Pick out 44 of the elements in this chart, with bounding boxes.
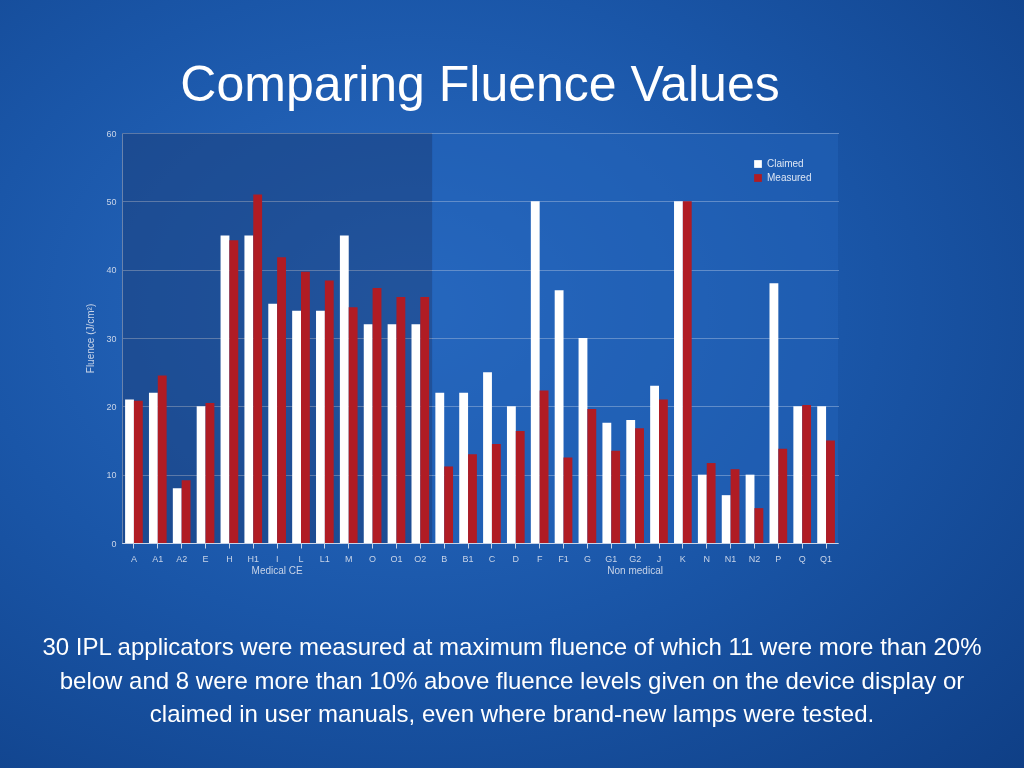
x-tick-label: P	[775, 553, 782, 564]
x-tick-label: M	[344, 553, 353, 564]
y-tick-label: 40	[106, 265, 117, 276]
x-tick-label: N	[703, 553, 710, 564]
legend-label: Measured	[767, 172, 812, 183]
legend-label: Claimed	[767, 158, 804, 169]
x-tick-label: O2	[414, 553, 427, 564]
x-tick-label: G1	[605, 553, 618, 564]
x-tick-label: Q	[798, 553, 806, 564]
band-label: Medical CE	[251, 565, 304, 576]
band-label: Non medical	[607, 565, 663, 576]
x-tick-label: A	[130, 553, 137, 564]
x-tick-label: H	[226, 553, 233, 564]
x-tick-label: D	[512, 553, 520, 564]
x-tick-label: J	[656, 553, 662, 564]
x-tick-label: L1	[319, 553, 330, 564]
y-tick-label: 10	[106, 470, 117, 481]
y-tick-label: 50	[106, 196, 117, 207]
x-tick-label: B1	[462, 553, 474, 564]
x-tick-label: K	[679, 553, 686, 564]
y-axis-title: Fluence (J/cm²)	[85, 303, 97, 374]
text: 30 IPL applicators were measured at maximum fluence of which 11 were more than 20% below and 8 were more than 10% above fluence levels given on the device display or claimed in user manuals, even where brand-new lamps were tested.	[41, 632, 983, 730]
y-tick-label: 30	[106, 333, 117, 344]
x-tick-label: F	[536, 553, 543, 564]
chart-title: Comparing Fluence Values	[180, 56, 780, 112]
x-tick-label: F1	[558, 553, 569, 564]
x-tick-label: L	[298, 553, 304, 564]
y-tick-label: 0	[111, 538, 117, 549]
y-tick-label: 20	[106, 401, 117, 412]
x-tick-label: A2	[176, 553, 188, 564]
x-tick-label: B	[441, 553, 448, 564]
x-tick-label: N1	[724, 553, 737, 564]
x-tick-label: O1	[390, 553, 403, 564]
x-tick-label: H1	[247, 553, 260, 564]
x-tick-label: E	[202, 553, 209, 564]
x-tick-label: N2	[748, 553, 761, 564]
x-tick-label: I	[275, 553, 279, 564]
x-tick-label: G	[583, 553, 591, 564]
x-tick-label: Q1	[820, 553, 833, 564]
x-tick-label: G2	[629, 553, 642, 564]
x-tick-label: O	[369, 553, 377, 564]
x-tick-label: C	[488, 553, 496, 564]
x-tick-label: A1	[152, 553, 164, 564]
y-tick-label: 60	[106, 128, 117, 139]
